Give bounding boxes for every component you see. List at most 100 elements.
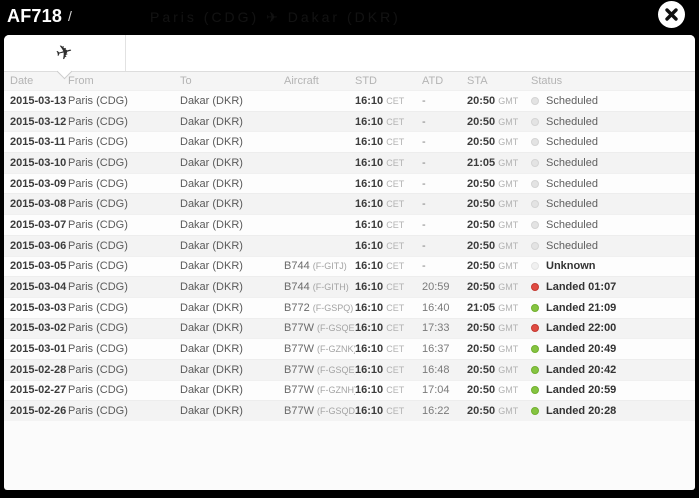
cell-sta: 20:50 GMT xyxy=(467,240,531,252)
std-time: 16:10 xyxy=(355,363,384,376)
column-header-aircraft: Aircraft xyxy=(284,75,319,87)
table-row[interactable]: 2015-03-11 Paris (CDG) Dakar (DKR) 16:10… xyxy=(4,131,695,153)
cell-atd: - xyxy=(422,218,426,231)
table-row[interactable]: 2015-03-10 Paris (CDG) Dakar (DKR) 16:10… xyxy=(4,152,695,173)
aircraft-type: B77W xyxy=(284,405,314,418)
std-timezone: CET xyxy=(386,95,405,106)
std-time: 16:10 xyxy=(355,322,384,335)
cell-atd: 16:40 xyxy=(422,301,450,314)
aircraft-type: B772 xyxy=(284,301,310,314)
cell-from: Paris (CDG) xyxy=(68,177,128,190)
sta-timezone: GMT xyxy=(498,95,519,106)
sta-time: 20:50 xyxy=(467,136,496,149)
sta-timezone: GMT xyxy=(498,406,519,417)
cell-date: 2015-03-03 xyxy=(10,301,67,314)
table-row[interactable]: 2015-03-09 Paris (CDG) Dakar (DKR) 16:10… xyxy=(4,172,695,194)
sta-time: 20:50 xyxy=(467,322,496,335)
std-timezone: CET xyxy=(386,344,405,355)
table-row[interactable]: 2015-02-28 Paris (CDG) Dakar (DKR) B77W … xyxy=(4,358,695,380)
table-row[interactable]: 2015-02-26 Paris (CDG) Dakar (DKR) B77W … xyxy=(4,400,695,421)
table-row[interactable]: 2015-03-06 Paris (CDG) Dakar (DKR) 16:10… xyxy=(4,234,695,256)
cell-from: Paris (CDG) xyxy=(68,301,128,314)
status-dot xyxy=(531,158,539,167)
cell-std: 16:10 CET xyxy=(355,116,422,128)
status-dot xyxy=(531,345,539,354)
std-timezone: CET xyxy=(386,282,405,293)
cell-date: 2015-03-02 xyxy=(10,322,67,335)
cell-status: Scheduled xyxy=(531,219,695,231)
std-time: 16:10 xyxy=(355,136,384,149)
cell-date: 2015-02-26 xyxy=(10,405,67,418)
sta-time: 20:50 xyxy=(467,218,496,231)
status-label: Landed 20:59 xyxy=(546,384,617,397)
table-row[interactable]: 2015-03-04 Paris (CDG) Dakar (DKR) B744 … xyxy=(4,276,695,297)
cell-to: Dakar (DKR) xyxy=(180,384,243,397)
sta-timezone: GMT xyxy=(498,364,519,375)
cell-aircraft: B744 (F-GITH) xyxy=(284,281,355,293)
cell-atd: 16:37 xyxy=(422,343,450,356)
cell-from: Paris (CDG) xyxy=(68,156,128,169)
table-row[interactable]: 2015-03-01 Paris (CDG) Dakar (DKR) B77W … xyxy=(4,338,695,359)
cell-status: Landed 21:09 xyxy=(531,302,695,314)
sta-timezone: GMT xyxy=(498,344,519,355)
cell-std: 16:10 CET xyxy=(355,405,422,417)
table-row[interactable]: 2015-02-27 Paris (CDG) Dakar (DKR) B77W … xyxy=(4,379,695,401)
cell-aircraft: B772 (F-GSPQ) xyxy=(284,302,355,314)
cell-date: 2015-03-08 xyxy=(10,198,67,211)
title-separator: / xyxy=(68,8,72,24)
cell-atd: - xyxy=(422,156,426,169)
cell-from: Paris (CDG) xyxy=(68,363,128,376)
std-timezone: CET xyxy=(386,302,405,313)
sta-timezone: GMT xyxy=(498,199,519,210)
std-timezone: CET xyxy=(386,323,405,334)
cell-from: Paris (CDG) xyxy=(68,322,128,335)
sta-time: 20:50 xyxy=(467,260,496,273)
aircraft-registration: (F-GSPQ) xyxy=(312,302,354,313)
status-dot xyxy=(531,303,539,312)
cell-date: 2015-03-09 xyxy=(10,177,67,190)
std-timezone: CET xyxy=(386,219,405,230)
cell-status: Landed 20:28 xyxy=(531,405,695,417)
table-row[interactable]: 2015-03-07 Paris (CDG) Dakar (DKR) 16:10… xyxy=(4,214,695,235)
cell-std: 16:10 CET xyxy=(355,198,422,210)
status-label: Scheduled xyxy=(546,177,598,190)
cell-status: Landed 20:49 xyxy=(531,343,695,355)
table-row[interactable]: 2015-03-03 Paris (CDG) Dakar (DKR) B772 … xyxy=(4,296,695,318)
table-row[interactable]: 2015-03-05 Paris (CDG) Dakar (DKR) B744 … xyxy=(4,255,695,277)
cell-sta: 20:50 GMT xyxy=(467,198,531,210)
tab-flight-history[interactable]: ✈ xyxy=(4,35,126,80)
cell-atd: - xyxy=(422,198,426,211)
column-header-sta: STA xyxy=(467,75,488,87)
table-row[interactable]: 2015-03-13 Paris (CDG) Dakar (DKR) 16:10… xyxy=(4,90,695,111)
status-dot xyxy=(531,283,539,292)
cell-to: Dakar (DKR) xyxy=(180,198,243,211)
close-button[interactable] xyxy=(658,1,685,28)
column-header-std: STD xyxy=(355,75,377,87)
std-time: 16:10 xyxy=(355,405,384,418)
cell-to: Dakar (DKR) xyxy=(180,177,243,190)
cell-from: Paris (CDG) xyxy=(68,218,128,231)
flight-table-body: 2015-03-13 Paris (CDG) Dakar (DKR) 16:10… xyxy=(4,90,695,421)
status-label: Scheduled xyxy=(546,156,598,169)
cell-atd: 17:33 xyxy=(422,322,450,335)
table-row[interactable]: 2015-03-12 Paris (CDG) Dakar (DKR) 16:10… xyxy=(4,110,695,132)
title-route-faint: Paris (CDG) ✈ Dakar (DKR) xyxy=(150,9,401,25)
std-timezone: CET xyxy=(386,116,405,127)
status-label: Landed 21:09 xyxy=(546,301,617,314)
cell-from: Paris (CDG) xyxy=(68,384,128,397)
cell-atd: - xyxy=(422,115,426,128)
std-timezone: CET xyxy=(386,199,405,210)
sta-time: 20:50 xyxy=(467,384,496,397)
sta-timezone: GMT xyxy=(498,219,519,230)
tab-bar: ✈ xyxy=(4,35,695,80)
table-row[interactable]: 2015-03-08 Paris (CDG) Dakar (DKR) 16:10… xyxy=(4,193,695,215)
column-header-atd: ATD xyxy=(422,75,444,87)
cell-sta: 20:50 GMT xyxy=(467,384,531,396)
sta-time: 20:50 xyxy=(467,177,496,190)
column-header-date: Date xyxy=(10,75,34,87)
cell-to: Dakar (DKR) xyxy=(180,343,243,356)
status-label: Scheduled xyxy=(546,218,598,231)
status-label: Scheduled xyxy=(546,198,598,211)
cell-std: 16:10 CET xyxy=(355,240,422,252)
table-row[interactable]: 2015-03-02 Paris (CDG) Dakar (DKR) B77W … xyxy=(4,317,695,339)
